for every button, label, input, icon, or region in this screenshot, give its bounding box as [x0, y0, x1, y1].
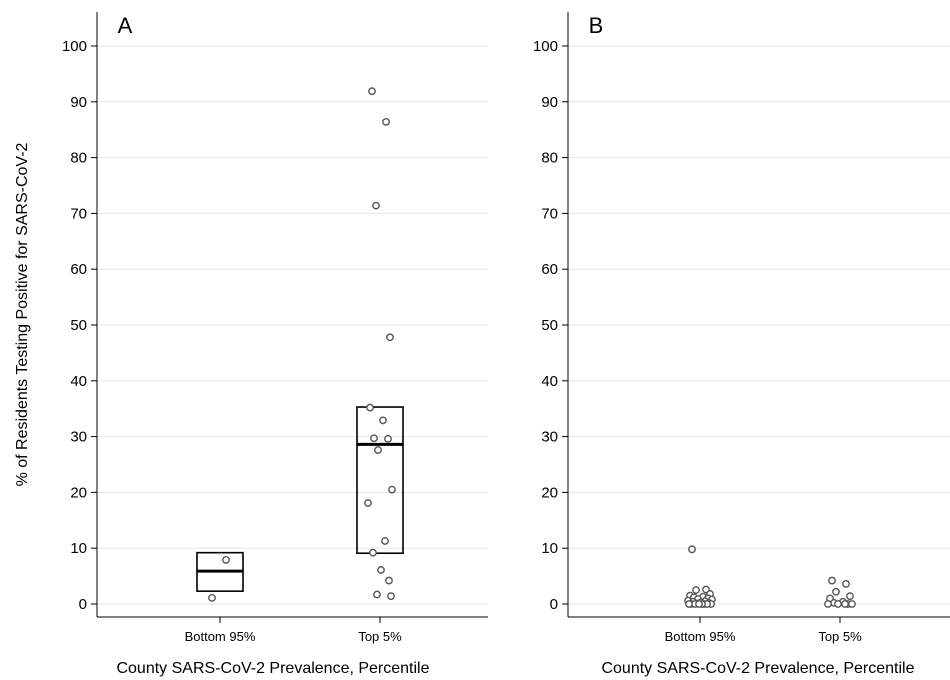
- y-tick-label: 70: [541, 205, 558, 222]
- data-point: [695, 600, 703, 608]
- data-point: [364, 499, 372, 507]
- y-axis-title: % of Residents Testing Positive for SARS…: [14, 142, 31, 486]
- panel-a: 0 10 20 30 40 50 60 70 80 90 100 Bottom 95% Top 5% Co…: [14, 12, 488, 677]
- data-point: [370, 434, 378, 443]
- y-tick-label: 20: [541, 484, 558, 501]
- data-point: [824, 600, 832, 608]
- data-point: [384, 434, 392, 443]
- panel-label: B: [589, 13, 604, 38]
- data-point: [832, 587, 840, 596]
- box: [356, 406, 404, 555]
- y-tick-label: 60: [70, 261, 87, 278]
- x-tick-label: Top 5%: [358, 629, 402, 644]
- y-tick-label: 40: [541, 373, 558, 390]
- data-point: [692, 586, 700, 594]
- data-point: [848, 600, 856, 608]
- x-tick-label: Bottom 95%: [665, 629, 736, 644]
- panel-label: A: [118, 13, 133, 38]
- x-axis-title: County SARS-CoV-2 Prevalence, Percentile: [601, 660, 914, 677]
- x-tick-label: Top 5%: [818, 629, 862, 644]
- y-tick-label: 60: [541, 261, 558, 278]
- y-tick-label: 80: [70, 150, 87, 167]
- y-tick-label: 0: [550, 596, 558, 613]
- data-point: [385, 576, 393, 585]
- data-point: [366, 403, 374, 412]
- data-point: [841, 600, 849, 608]
- data-point: [688, 545, 696, 554]
- y-tick-label: 40: [70, 373, 87, 390]
- y-tick-label: 30: [541, 429, 558, 446]
- y-tick-label: 90: [541, 94, 558, 111]
- data-point: [842, 580, 850, 588]
- x-axis-title: County SARS-CoV-2 Prevalence, Percentile: [116, 660, 429, 677]
- y-tick-label: 10: [541, 540, 558, 557]
- y-tick-label: 90: [70, 94, 87, 111]
- y-tick-label: 50: [70, 317, 87, 334]
- data-point: [373, 590, 381, 599]
- data-point: [208, 593, 216, 602]
- data-point: [387, 592, 395, 601]
- y-tick-label: 30: [70, 429, 87, 446]
- data-point: [222, 556, 230, 564]
- data-point: [374, 446, 382, 454]
- y-tick-label: 0: [79, 596, 87, 613]
- data-point: [381, 537, 389, 545]
- y-tick-label: 80: [541, 150, 558, 167]
- data-point: [377, 566, 385, 574]
- data-point: [388, 485, 396, 494]
- x-tick-label: Bottom 95%: [185, 629, 256, 644]
- y-tick-label: 20: [70, 484, 87, 501]
- y-tick-label: 50: [541, 317, 558, 334]
- data-point: [369, 548, 377, 557]
- data-point: [368, 87, 376, 96]
- data-point: [828, 576, 836, 585]
- data-point: [372, 201, 380, 210]
- data-point: [685, 600, 693, 608]
- data-point: [382, 117, 390, 126]
- data-point: [386, 333, 394, 342]
- y-tick-label: 70: [70, 205, 87, 222]
- y-tick-label: 100: [533, 38, 558, 55]
- y-tick-label: 100: [62, 38, 87, 55]
- data-point: [834, 600, 842, 608]
- data-point: [379, 416, 387, 425]
- y-tick-label: 10: [70, 540, 87, 557]
- data-point: [846, 592, 854, 601]
- panel-b: 0 10 20 30 40 50 60 70 80 90 100 Bottom 95% Top 5% Co…: [533, 12, 950, 677]
